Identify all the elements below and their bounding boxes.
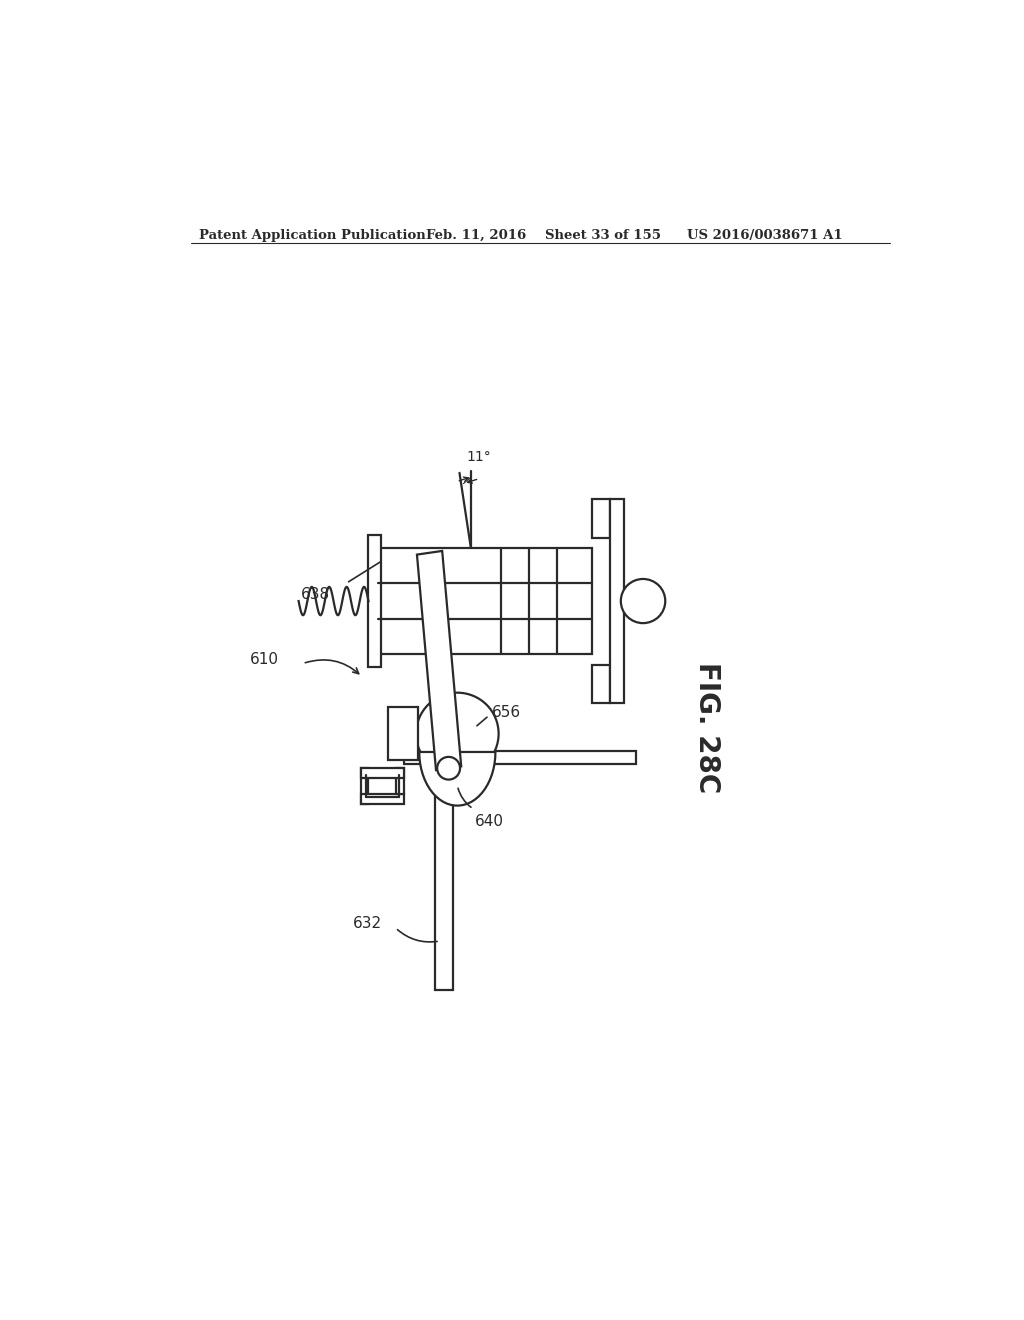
Polygon shape (388, 708, 419, 760)
Polygon shape (592, 664, 609, 704)
Polygon shape (378, 548, 592, 655)
Circle shape (416, 693, 499, 775)
Text: FIG. 28C: FIG. 28C (693, 661, 721, 793)
Polygon shape (396, 768, 404, 793)
Text: 638: 638 (301, 587, 331, 602)
Text: 11°: 11° (467, 450, 492, 465)
Polygon shape (369, 536, 381, 667)
Polygon shape (404, 751, 636, 764)
Polygon shape (360, 768, 369, 804)
Circle shape (437, 756, 460, 780)
Text: 656: 656 (492, 705, 520, 719)
Polygon shape (417, 550, 461, 770)
Polygon shape (360, 768, 404, 779)
Text: 610: 610 (250, 652, 279, 667)
Polygon shape (360, 793, 404, 804)
Polygon shape (592, 499, 609, 537)
Polygon shape (419, 752, 496, 805)
Text: 640: 640 (475, 814, 504, 829)
Text: Patent Application Publication: Patent Application Publication (200, 228, 426, 242)
Text: 632: 632 (353, 916, 382, 931)
Text: Feb. 11, 2016: Feb. 11, 2016 (426, 228, 526, 242)
Text: US 2016/0038671 A1: US 2016/0038671 A1 (687, 228, 843, 242)
Polygon shape (609, 499, 624, 704)
Circle shape (621, 579, 666, 623)
Polygon shape (435, 793, 453, 990)
Text: Sheet 33 of 155: Sheet 33 of 155 (545, 228, 660, 242)
